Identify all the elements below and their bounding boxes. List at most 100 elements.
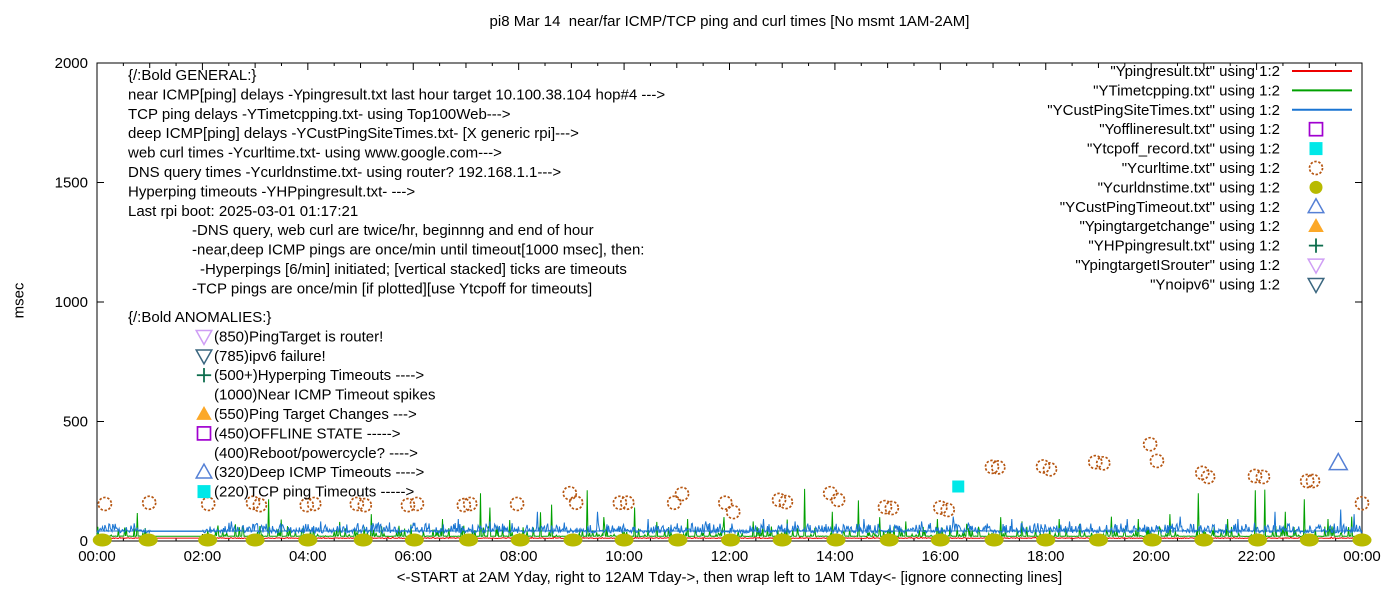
curl-time-point (884, 500, 900, 516)
dns-time-point (721, 533, 741, 547)
legend-label: "YpingtargetISrouter" using 1:2 (1075, 257, 1280, 274)
dns-time-point (1088, 533, 1108, 547)
x-tick-label: 10:00 (605, 548, 643, 565)
curl-time-point (1194, 465, 1210, 481)
curl-time-point (674, 486, 690, 502)
legend-circle-filled-icon (1309, 180, 1323, 194)
anomalies-annotation-line: (850)PingTarget is router! (214, 328, 383, 345)
general-annotation-line: DNS query times -Ycurldnstime.txt- using… (128, 164, 561, 181)
dns-time-point (984, 533, 1004, 547)
curl-time-point (932, 500, 948, 515)
curl-time-point (1305, 473, 1321, 489)
dns-time-point (459, 533, 479, 547)
curl-time-point (462, 496, 478, 512)
dns-time-point (879, 533, 899, 547)
curl-time-point (830, 492, 846, 508)
anomaly-triangle-down-open-icon (194, 349, 214, 366)
dns-time-point (563, 533, 583, 547)
legend-label: "Ypingresult.txt" using 1:2 (1110, 63, 1280, 80)
curl-time-point (1255, 469, 1271, 485)
curl-time-point (725, 504, 741, 520)
legend-triangle-down-open-icon (1306, 277, 1326, 294)
legend-label: "YCustPingTimeout.txt" using 1:2 (1060, 199, 1280, 216)
dns-time-point (1194, 533, 1214, 547)
anomalies-annotation-line: (450)OFFLINE STATE -----> (214, 425, 401, 442)
x-tick-label: 14:00 (816, 548, 854, 565)
general-annotation-line: -Hyperpings [6/min] initiated; [vertical… (200, 261, 627, 278)
dns-time-point (1248, 533, 1268, 547)
anomaly-square-open-icon (196, 426, 212, 441)
x-tick-label: 08:00 (500, 548, 538, 565)
curl-time-point (778, 494, 794, 510)
curl-time-point (299, 497, 315, 513)
x-tick-label: 20:00 (1132, 548, 1170, 565)
legend-triangle-up-filled-icon (1308, 218, 1324, 233)
anomalies-annotation-line: (550)Ping Target Changes ---> (214, 406, 417, 423)
deep-icmp-timeout-point (1328, 452, 1349, 471)
curl-time-point (245, 495, 261, 511)
dns-time-point (772, 533, 792, 547)
y-tick-label: 0 (80, 533, 88, 550)
curl-time-point (357, 497, 373, 513)
curl-time-point (306, 496, 322, 512)
dns-time-point (298, 533, 318, 547)
curl-time-point (822, 485, 838, 501)
curl-time-point (456, 497, 472, 513)
legend-label: "Yofflineresult.txt" using 1:2 (1099, 121, 1280, 138)
x-tick-label: 02:00 (184, 548, 222, 565)
curl-time-point (1149, 453, 1165, 469)
legend-circle-open-icon (1308, 160, 1324, 176)
legend-label: "Ynoipv6" using 1:2 (1150, 276, 1280, 293)
dns-time-point (92, 533, 112, 547)
legend-label: "YHPpingresult.txt" using 1:2 (1088, 238, 1280, 255)
legend-label: "Ypingtargetchange" using 1:2 (1079, 218, 1280, 235)
legend-triangle-down-open-icon (1306, 258, 1326, 275)
curl-time-point (1042, 461, 1058, 477)
curl-time-point (200, 496, 216, 512)
legend-square-open-icon (1308, 121, 1324, 137)
anomalies-annotation-line: (400)Reboot/powercycle? ----> (214, 445, 418, 462)
curl-time-point (666, 495, 682, 511)
curl-time-point (1247, 468, 1263, 484)
general-annotation-line: -DNS query, web curl are twice/hr, begin… (192, 222, 594, 239)
general-annotation-line: -TCP pings are once/min [if plotted][use… (192, 280, 592, 297)
series-YCustPingSiteTimes.txt (96, 509, 1363, 535)
dns-time-point (198, 533, 218, 547)
anomalies-annotation-line: (320)Deep ICMP Timeouts ----> (214, 464, 424, 481)
x-tick-label: 12:00 (711, 548, 749, 565)
dns-time-point (1036, 533, 1056, 547)
curl-time-point (1299, 473, 1315, 489)
anomalies-annotation-line: (500+)Hyperping Timeouts ----> (214, 367, 424, 384)
curl-time-point (771, 492, 787, 508)
anomaly-triangle-up-open-icon (194, 462, 214, 479)
curl-time-point (1200, 469, 1216, 485)
general-annotation-line: -near,deep ICMP pings are once/min until… (192, 242, 644, 259)
curl-time-point (400, 497, 416, 513)
dns-time-point (668, 533, 688, 547)
y-tick-label: 1500 (55, 175, 88, 192)
legend-label: "Ycurltime.txt" using 1:2 (1122, 160, 1280, 177)
curl-time-point (612, 495, 628, 511)
curl-time-point (1095, 455, 1111, 471)
x-tick-label: 00:00 (78, 548, 116, 565)
dns-time-point (930, 533, 950, 547)
x-tick-label: 06:00 (394, 548, 432, 565)
curl-time-point (717, 495, 733, 511)
general-annotation-line: Hyperping timeouts -YHPpingresult.txt- -… (128, 183, 415, 200)
legend-label: "Ytcpoff_record.txt" using 1:2 (1087, 141, 1280, 158)
anomaly-triangle-down-open-icon (194, 329, 214, 346)
tcp-ping-timeout-point (952, 480, 965, 493)
x-tick-label: 04:00 (289, 548, 327, 565)
dns-time-point (138, 533, 158, 547)
x-tick-label: 18:00 (1027, 548, 1065, 565)
dns-time-point (826, 533, 846, 547)
x-tick-label: 00:00 (1343, 548, 1381, 565)
general-annotation-line: deep ICMP[ping] delays -YCustPingSiteTim… (128, 125, 579, 142)
general-annotation-line: near ICMP[ping] delays -Ypingresult.txt … (128, 86, 665, 103)
curl-time-point (1354, 495, 1370, 511)
dns-time-point (1299, 533, 1319, 547)
x-tick-label: 16:00 (922, 548, 960, 565)
chart-title: pi8 Mar 14 near/far ICMP/TCP ping and cu… (489, 13, 970, 30)
